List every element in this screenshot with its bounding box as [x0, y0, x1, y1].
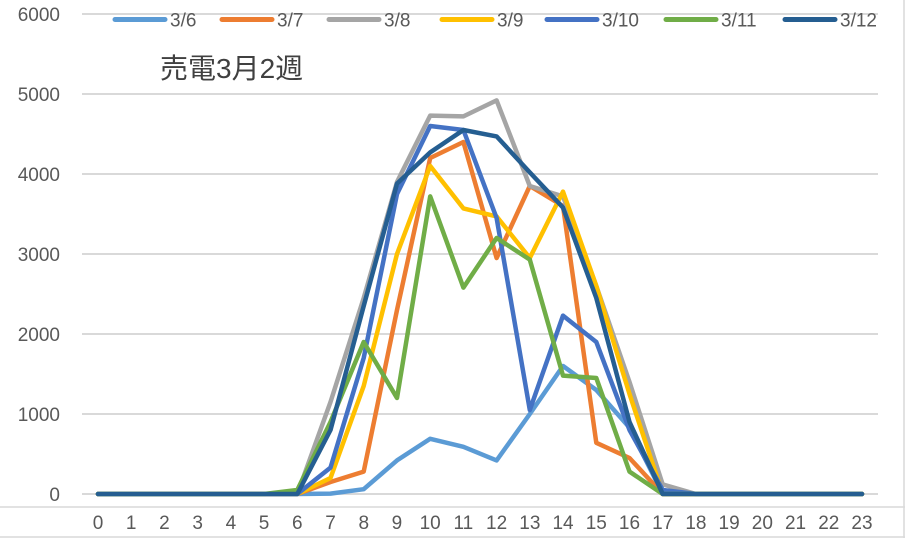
legend-label: 3/8 — [384, 11, 410, 32]
gridlines — [82, 13, 878, 495]
x-tick-label: 22 — [818, 513, 839, 534]
x-tick-label: 21 — [785, 513, 806, 534]
x-tick-label: 6 — [292, 513, 303, 534]
legend: 3/6 3/7 3/8 3/9 3/10 3/11 3/12 — [112, 11, 877, 32]
x-tick-label: 17 — [652, 513, 673, 534]
series-line-3-12 — [95, 127, 865, 497]
series-line-3-9 — [95, 163, 865, 497]
x-tick-label: 12 — [486, 513, 507, 534]
y-axis: 0 1000 2000 3000 4000 5000 6000 — [18, 5, 60, 506]
x-tick-label: 3 — [192, 513, 203, 534]
x-tick-label: 10 — [420, 513, 441, 534]
y-tick-label: 4000 — [18, 165, 60, 186]
series-line-3-10 — [95, 123, 865, 497]
series-line-3-11 — [95, 194, 865, 497]
x-tick-label: 7 — [325, 513, 336, 534]
y-tick-label: 3000 — [18, 245, 60, 266]
x-tick-label: 11 — [454, 513, 474, 534]
x-tick-label: 19 — [719, 513, 740, 534]
x-tick-label: 2 — [159, 513, 170, 534]
x-tick-label: 0 — [93, 513, 104, 534]
legend-item-3-12: 3/12 — [782, 11, 877, 32]
legend-item-3-8: 3/8 — [326, 11, 410, 32]
x-tick-label: 16 — [619, 513, 640, 534]
x-tick-label: 8 — [358, 513, 369, 534]
x-tick-label: 14 — [552, 513, 574, 534]
x-tick-label: 5 — [259, 513, 270, 534]
legend-label: 3/6 — [170, 11, 196, 32]
legend-label: 3/11 — [721, 11, 757, 32]
legend-item-3-10: 3/10 — [544, 11, 639, 32]
series-line-3-6 — [95, 363, 865, 497]
series-line-3-8 — [95, 98, 865, 497]
plot-area — [95, 98, 865, 497]
legend-item-3-6: 3/6 — [112, 11, 196, 32]
legend-label: 3/7 — [277, 11, 303, 32]
legend-item-3-9: 3/9 — [439, 11, 523, 32]
x-axis: 0 1 2 3 4 5 6 7 8 9 10 11 12 13 14 15 16 17 18 19 20 21 22 23 — [93, 513, 873, 534]
legend-label: 3/9 — [497, 11, 523, 32]
x-tick-label: 9 — [392, 513, 403, 534]
legend-item-3-11: 3/11 — [663, 11, 757, 32]
x-tick-label: 4 — [226, 513, 237, 534]
y-tick-label: 2000 — [18, 325, 60, 346]
series-line-3-7 — [95, 139, 865, 497]
y-tick-label: 0 — [49, 485, 60, 506]
y-tick-label: 6000 — [18, 5, 60, 26]
x-tick-label: 20 — [752, 513, 773, 534]
legend-label: 3/10 — [602, 11, 639, 32]
x-tick-label: 23 — [851, 513, 872, 534]
y-tick-label: 1000 — [18, 405, 60, 426]
legend-item-3-7: 3/7 — [219, 11, 303, 32]
chart-title: 売電3月2週 — [160, 53, 303, 84]
y-tick-label: 5000 — [18, 85, 60, 106]
x-tick-label: 1 — [126, 513, 137, 534]
x-tick-label: 18 — [685, 513, 706, 534]
x-tick-label: 15 — [586, 513, 607, 534]
x-tick-label: 13 — [519, 513, 540, 534]
legend-label: 3/12 — [840, 11, 877, 32]
